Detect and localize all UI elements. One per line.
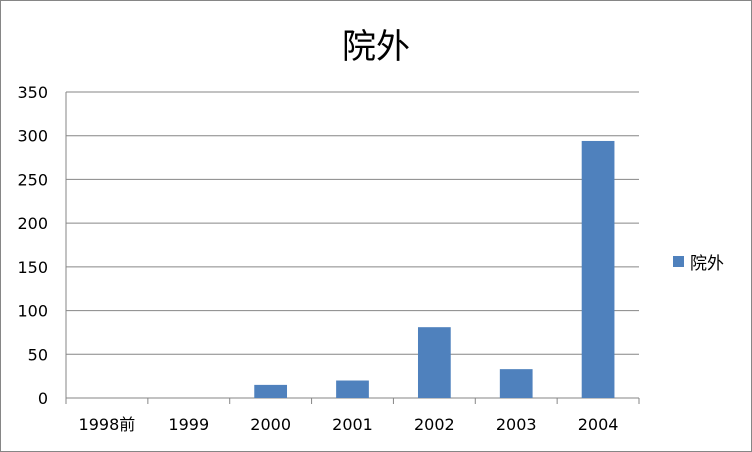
y-tick-label: 250 [17,170,48,189]
y-tick-label: 200 [17,214,48,233]
bar [336,380,369,398]
legend-label: 院外 [690,254,724,274]
y-tick-label: 350 [17,83,48,102]
y-tick-label: 100 [17,302,48,321]
x-tick-label: 2003 [496,415,537,434]
y-tick-label: 50 [28,345,48,364]
bar [499,369,533,398]
x-tick-label: 2002 [414,415,455,434]
bar [417,327,451,398]
x-tick-label: 2001 [332,415,373,434]
y-tick-label: 150 [17,258,48,277]
bar [581,140,615,398]
y-tick-label: 300 [17,127,48,146]
y-tick-label: 0 [38,389,48,408]
x-tick-label: 2000 [250,415,291,434]
x-tick-label: 1998前 [79,415,136,434]
x-tick-label: 1999 [168,415,209,434]
bar [254,384,288,398]
legend-swatch [673,256,684,267]
x-tick-label: 2004 [578,415,619,434]
chart-title: 院外 [342,27,410,67]
legend: 院外 [673,249,724,274]
